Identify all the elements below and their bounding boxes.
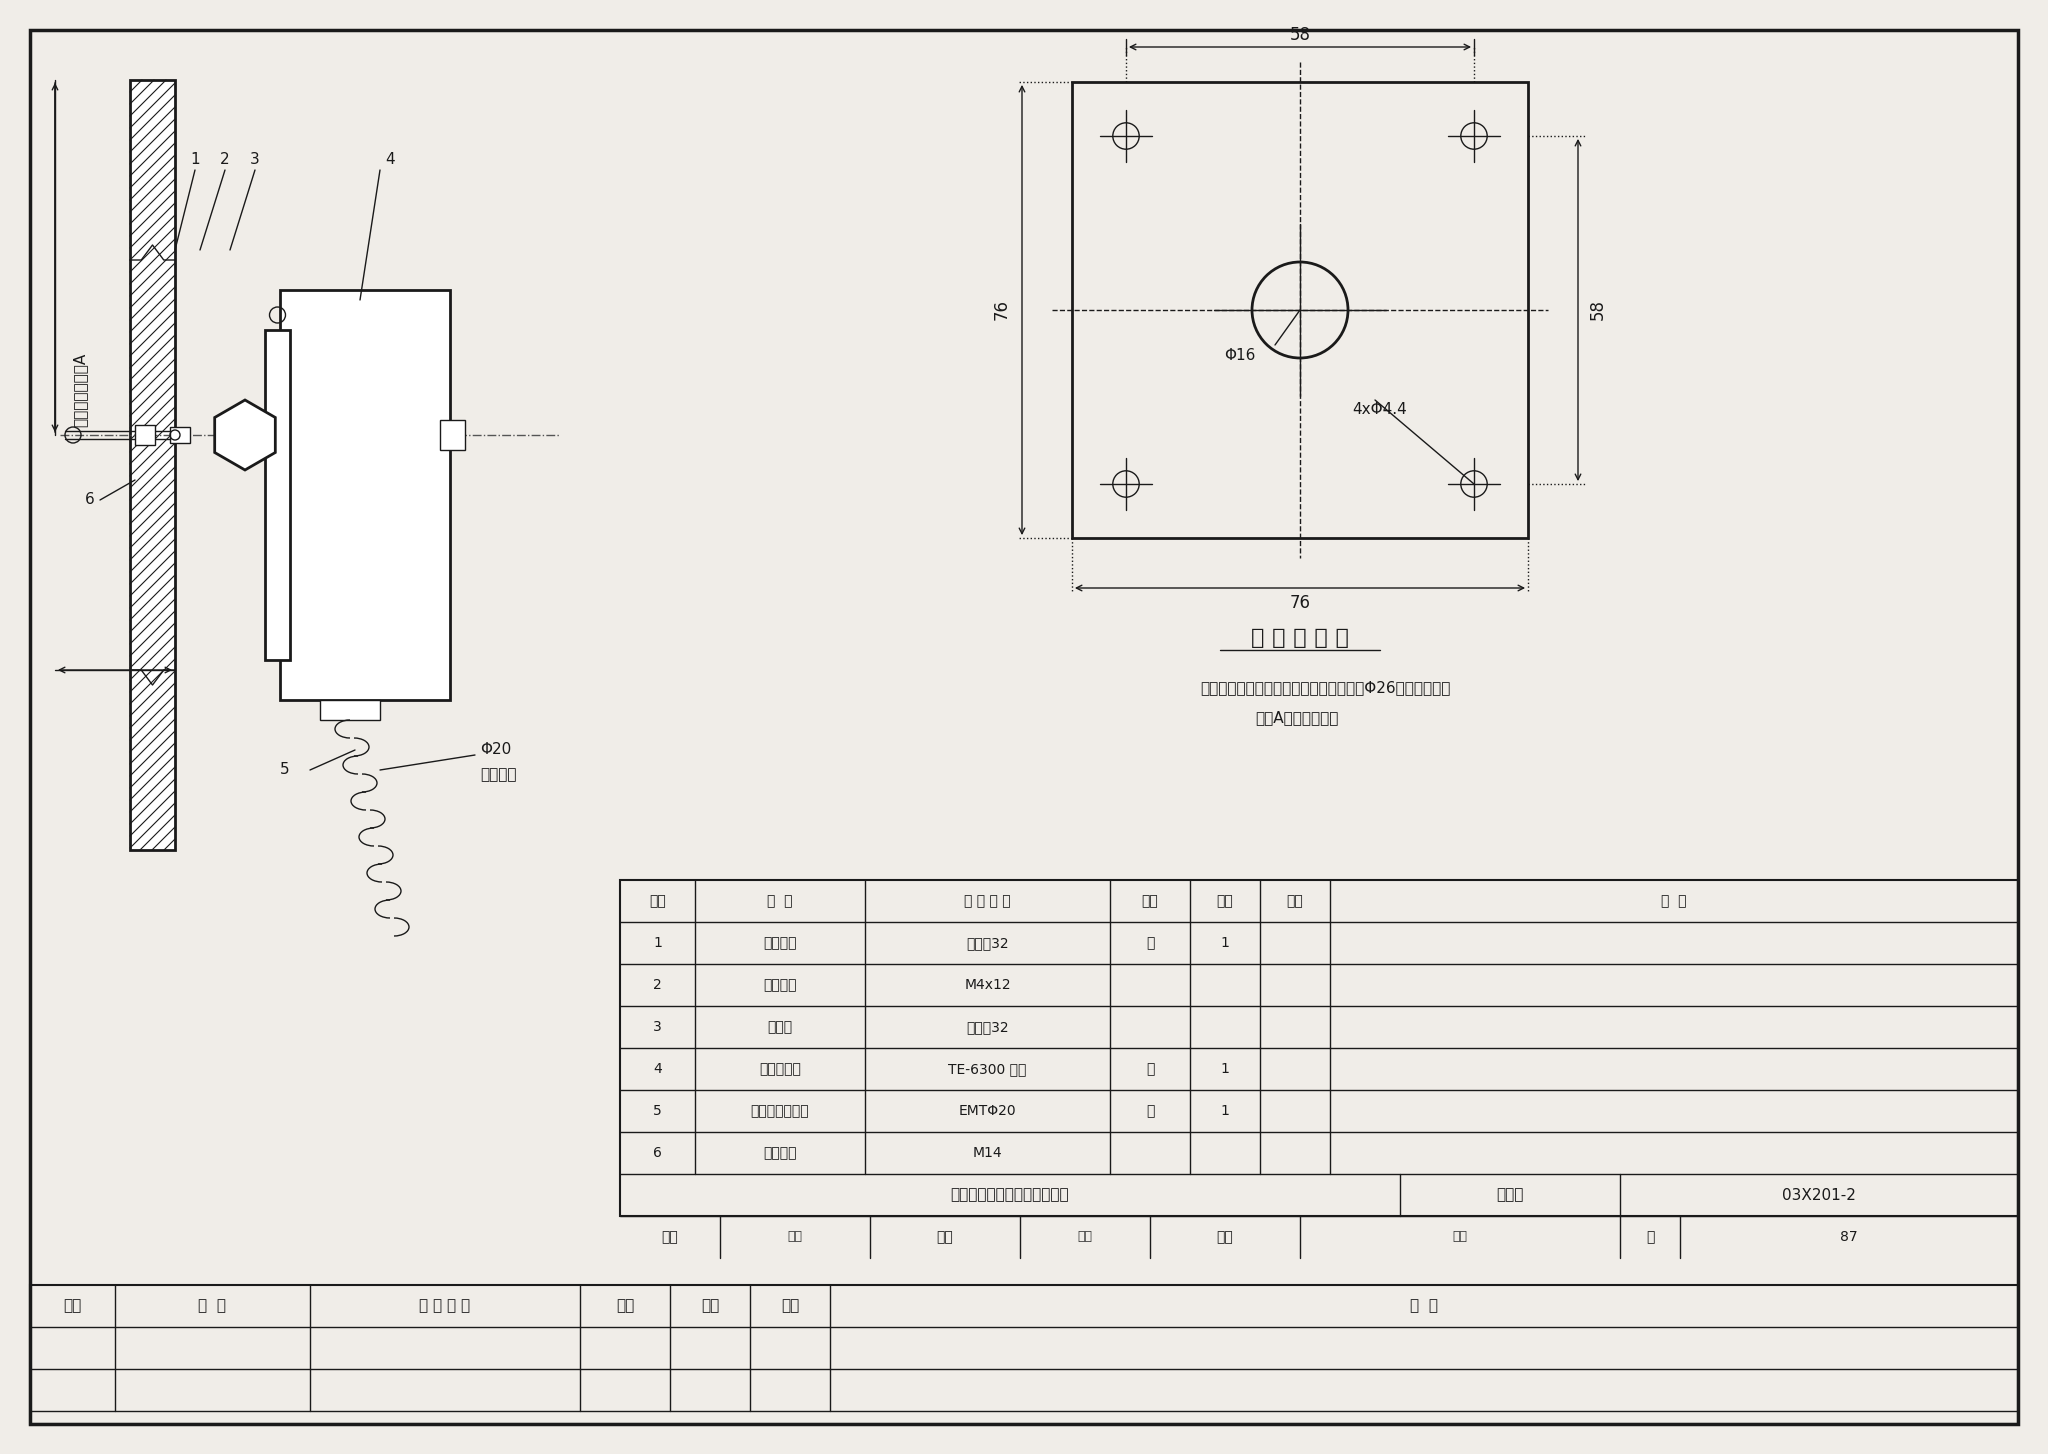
Text: TE-6300 系列: TE-6300 系列 — [948, 1061, 1026, 1076]
Text: 个: 个 — [1145, 1104, 1155, 1118]
Text: 4: 4 — [385, 153, 395, 167]
Text: M4x12: M4x12 — [965, 979, 1012, 992]
Text: 审核: 审核 — [662, 1230, 678, 1245]
Text: 1: 1 — [653, 936, 662, 949]
Text: 签名: 签名 — [788, 1230, 803, 1243]
Text: 1: 1 — [1221, 1061, 1229, 1076]
Text: 5: 5 — [281, 762, 291, 778]
Text: 型 号 规 格: 型 号 规 格 — [420, 1298, 471, 1313]
Text: 签名: 签名 — [1077, 1230, 1092, 1243]
Bar — [170, 427, 190, 443]
Text: 图集号: 图集号 — [1497, 1188, 1524, 1202]
Text: 6: 6 — [653, 1146, 662, 1160]
Bar — [440, 420, 465, 449]
Text: 单位: 单位 — [616, 1298, 635, 1313]
Text: 备  注: 备 注 — [1661, 894, 1688, 907]
Text: 2: 2 — [221, 153, 229, 167]
Text: 页次: 页次 — [1286, 894, 1303, 907]
Bar — [31, 1285, 2017, 1423]
Text: 设计: 设计 — [1217, 1230, 1233, 1245]
Text: 03X201-2: 03X201-2 — [1782, 1188, 1855, 1202]
Bar — [319, 699, 381, 720]
Bar — [135, 425, 156, 445]
Text: 3: 3 — [653, 1021, 662, 1034]
Text: 长度A见工程设计．: 长度A见工程设计． — [1255, 711, 1339, 726]
Text: 1: 1 — [1221, 1104, 1229, 1118]
Text: 自攻螺丝: 自攻螺丝 — [764, 979, 797, 992]
Text: 签名: 签名 — [1452, 1230, 1468, 1243]
Bar — [281, 289, 451, 699]
Text: 金属软管连接头: 金属软管连接头 — [752, 1104, 809, 1118]
Text: 备  注: 备 注 — [1409, 1298, 1438, 1313]
Bar — [1071, 81, 1528, 538]
Text: 型 号 规 格: 型 号 规 格 — [965, 894, 1012, 907]
Text: 连接板: 连接板 — [768, 1021, 793, 1034]
Text: 套: 套 — [1145, 1061, 1155, 1076]
Text: 序号: 序号 — [63, 1298, 82, 1313]
Text: M14: M14 — [973, 1146, 1001, 1160]
Text: 3: 3 — [250, 153, 260, 167]
Text: 5: 5 — [653, 1104, 662, 1118]
Text: 58: 58 — [1290, 26, 1311, 44]
Text: 1: 1 — [190, 153, 201, 167]
Text: 2: 2 — [653, 979, 662, 992]
Text: 页: 页 — [1647, 1230, 1655, 1245]
Text: 4: 4 — [653, 1061, 662, 1076]
Text: 块: 块 — [1145, 936, 1155, 949]
Text: 密封胶垫: 密封胶垫 — [764, 936, 797, 949]
Text: 温度传感器: 温度传感器 — [760, 1061, 801, 1076]
Text: 名  称: 名 称 — [199, 1298, 227, 1313]
Text: 1: 1 — [1221, 936, 1229, 949]
Text: 87: 87 — [1841, 1230, 1858, 1245]
Text: Φ16: Φ16 — [1225, 348, 1255, 362]
Bar — [129, 80, 174, 851]
Text: 6: 6 — [86, 493, 94, 507]
Text: 76: 76 — [1290, 595, 1311, 612]
Text: 单位: 单位 — [1141, 894, 1159, 907]
Text: 数量: 数量 — [700, 1298, 719, 1313]
Text: 钉板厒32: 钉板厒32 — [967, 1021, 1010, 1034]
Text: 序号: 序号 — [649, 894, 666, 907]
Text: 金属软管: 金属软管 — [479, 768, 516, 782]
Text: 风管温度（湿度）传感器安装: 风管温度（湿度）传感器安装 — [950, 1188, 1069, 1202]
Text: 锁紧螺母: 锁紧螺母 — [764, 1146, 797, 1160]
Text: 橡胶厒32: 橡胶厒32 — [967, 936, 1010, 949]
Text: 页次: 页次 — [780, 1298, 799, 1313]
Text: 插入风管内长度A: 插入风管内长度A — [72, 353, 88, 427]
Text: 58: 58 — [1589, 300, 1608, 320]
Text: 连 接 板 大 样: 连 接 板 大 样 — [1251, 628, 1350, 648]
Text: 数量: 数量 — [1217, 894, 1233, 907]
Text: 名  称: 名 称 — [768, 894, 793, 907]
Text: Φ20: Φ20 — [479, 743, 512, 758]
Text: 76: 76 — [993, 300, 1012, 320]
Text: EMTΦ20: EMTΦ20 — [958, 1104, 1016, 1118]
Text: 校对: 校对 — [936, 1230, 954, 1245]
Text: 4xΦ4.4: 4xΦ4.4 — [1352, 403, 1407, 417]
Bar — [621, 880, 2017, 1216]
Text: 注：风管管壁上温度传感器插入孔直径为Φ26．插入风管内: 注：风管管壁上温度传感器插入孔直径为Φ26．插入风管内 — [1200, 680, 1450, 695]
Bar — [264, 330, 291, 660]
